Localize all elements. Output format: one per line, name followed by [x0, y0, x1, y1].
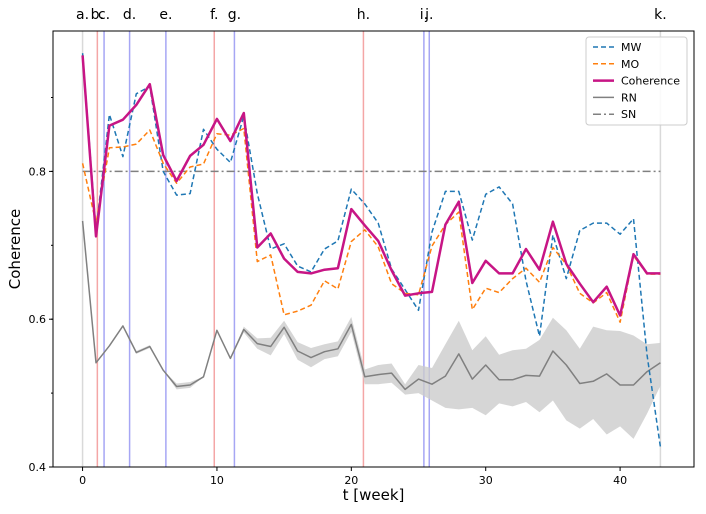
event-label: b.: [91, 7, 104, 23]
legend-label-coherence: Coherence: [621, 75, 680, 88]
legend-label-mw: MW: [621, 41, 641, 54]
y-tick-label: 0.4: [29, 461, 47, 474]
y-tick-label: 0.6: [29, 313, 47, 326]
x-tick-label: 20: [344, 474, 358, 487]
x-axis-label: t [week]: [343, 486, 405, 504]
event-label: a.: [76, 7, 89, 23]
legend-label-mo: MO: [621, 58, 639, 71]
event-markers: a. b.c. d. e. f. g. h. i.j. k.: [76, 7, 667, 467]
series-line-rn: [81, 220, 661, 391]
legend-label-rn: RN: [621, 91, 637, 104]
legend: MW MO Coherence RN SN: [585, 36, 688, 126]
y-axis-label: Coherence: [6, 209, 24, 289]
axis-ticks: 0 10 20 30 40 0.4 0.6 0.8: [29, 97, 627, 487]
event-label: c.: [98, 7, 110, 23]
rn-band: [82, 220, 661, 439]
series-line-mo: [81, 127, 661, 323]
x-tick-label: 0: [79, 474, 86, 487]
event-label: j.: [424, 7, 433, 23]
plot-frame: [52, 30, 695, 468]
event-label: e.: [159, 7, 172, 23]
x-tick-label: 30: [479, 474, 493, 487]
event-label: h.: [357, 7, 370, 23]
rn-confidence-band: [82, 220, 661, 439]
series-line-mw: [81, 53, 662, 448]
event-label: f.: [210, 7, 218, 23]
event-label: g.: [228, 7, 241, 23]
legend-label-sn: SN: [621, 108, 636, 121]
event-label: d.: [123, 7, 136, 23]
event-label: i.: [420, 7, 428, 23]
x-tick-label: 40: [613, 474, 627, 487]
legend-box: [585, 36, 688, 126]
y-tick-label: 0.8: [29, 165, 47, 178]
series-line-coherence: [81, 55, 661, 317]
event-label: k.: [654, 7, 667, 23]
x-tick-label: 10: [210, 474, 224, 487]
series-lines: [81, 53, 662, 448]
